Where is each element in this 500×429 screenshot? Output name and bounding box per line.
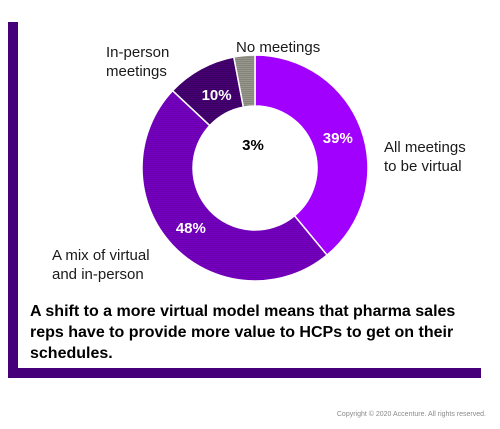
- value-label-in-person: 10%: [202, 87, 232, 104]
- donut-chart: 39% All meetings to be virtual 48% A mix of …: [52, 39, 466, 283]
- chart-caption: A shift to a more virtual model means th…: [30, 303, 456, 362]
- value-label-mix: 48%: [176, 220, 206, 237]
- category-label-mix: A mix of virtual and in-person: [52, 247, 150, 283]
- category-label-in-person: In-person meetings: [106, 44, 169, 80]
- slice-all-virtual: [254, 54, 369, 257]
- value-label-no-meetings: 3%: [242, 137, 264, 154]
- category-label-all-virtual: All meetings to be virtual: [384, 139, 466, 175]
- copyright-notice: Copyright © 2020 Accenture. All rights r…: [336, 411, 486, 418]
- value-label-all-virtual: 39%: [323, 130, 353, 147]
- category-label-no-meetings: No meetings: [236, 39, 320, 56]
- slice-no-meetings: [232, 54, 256, 108]
- slice-mix: [141, 89, 329, 282]
